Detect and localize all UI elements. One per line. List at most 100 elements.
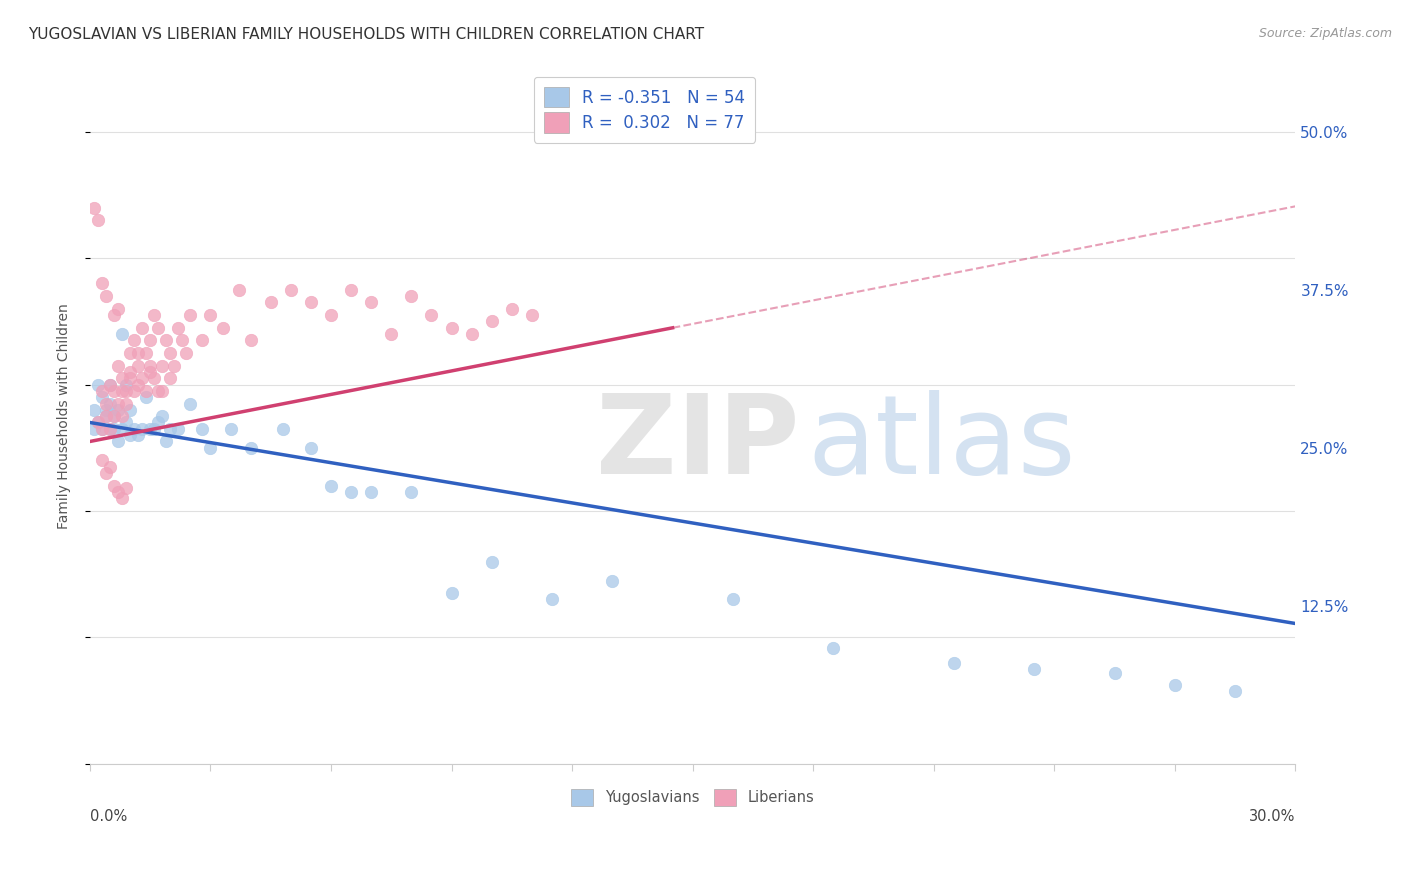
Point xyxy=(94,402,117,417)
Point xyxy=(179,308,201,322)
Point xyxy=(420,308,443,322)
Point xyxy=(1104,665,1126,680)
Point xyxy=(83,201,105,215)
Point xyxy=(139,365,162,379)
Text: YUGOSLAVIAN VS LIBERIAN FAMILY HOUSEHOLDS WITH CHILDREN CORRELATION CHART: YUGOSLAVIAN VS LIBERIAN FAMILY HOUSEHOLD… xyxy=(28,27,704,42)
Point xyxy=(440,586,463,600)
Point xyxy=(122,334,145,348)
Point xyxy=(150,384,173,398)
Point xyxy=(131,422,153,436)
Point xyxy=(340,485,363,500)
Point xyxy=(103,384,125,398)
Point xyxy=(98,422,121,436)
Point xyxy=(120,365,142,379)
Point xyxy=(155,434,177,449)
Point xyxy=(360,485,382,500)
Point xyxy=(115,416,138,430)
Point xyxy=(122,422,145,436)
Point xyxy=(150,359,173,373)
Point xyxy=(107,434,129,449)
Point xyxy=(91,384,114,398)
Point xyxy=(319,479,342,493)
Point xyxy=(127,428,149,442)
Text: 0.0%: 0.0% xyxy=(90,809,127,824)
Point xyxy=(942,656,965,670)
Point xyxy=(91,453,114,467)
Point xyxy=(91,422,114,436)
Point xyxy=(167,320,190,334)
Point xyxy=(120,346,142,360)
Point xyxy=(91,277,114,291)
Point xyxy=(191,422,214,436)
Point xyxy=(148,384,170,398)
Point xyxy=(211,320,233,334)
Point xyxy=(823,640,845,655)
Point xyxy=(87,377,110,392)
Point xyxy=(94,396,117,410)
Point xyxy=(107,396,129,410)
Point xyxy=(159,346,181,360)
Point xyxy=(501,301,523,316)
Point xyxy=(94,466,117,480)
Point xyxy=(127,346,149,360)
Point xyxy=(1164,678,1187,692)
Point xyxy=(107,359,129,373)
Point xyxy=(91,390,114,404)
Point xyxy=(87,416,110,430)
Point xyxy=(200,441,222,455)
Point xyxy=(103,308,125,322)
Point xyxy=(94,289,117,303)
Point xyxy=(541,592,564,607)
Point xyxy=(150,409,173,424)
Point xyxy=(440,320,463,334)
Point xyxy=(115,481,138,495)
Point xyxy=(176,346,198,360)
Point xyxy=(139,334,162,348)
Point xyxy=(83,402,105,417)
Point xyxy=(148,416,170,430)
Point xyxy=(143,371,166,385)
Point xyxy=(115,396,138,410)
Point xyxy=(120,402,142,417)
Point xyxy=(602,574,624,588)
Point xyxy=(135,390,157,404)
Point xyxy=(721,592,744,607)
Point xyxy=(200,308,222,322)
Point xyxy=(159,371,181,385)
Point xyxy=(271,422,294,436)
Point xyxy=(120,428,142,442)
Point xyxy=(98,396,121,410)
Point xyxy=(127,377,149,392)
Point xyxy=(191,334,214,348)
Text: ZIP: ZIP xyxy=(596,391,800,498)
Point xyxy=(135,346,157,360)
Point xyxy=(143,308,166,322)
Point xyxy=(115,384,138,398)
Point xyxy=(115,377,138,392)
Point xyxy=(87,213,110,227)
Point xyxy=(131,320,153,334)
Point xyxy=(299,441,322,455)
Point xyxy=(280,283,302,297)
Point xyxy=(179,396,201,410)
Point xyxy=(131,371,153,385)
Point xyxy=(103,479,125,493)
Point xyxy=(239,441,262,455)
Point xyxy=(111,371,134,385)
Point xyxy=(139,359,162,373)
Point xyxy=(520,308,543,322)
Point xyxy=(139,422,162,436)
Point xyxy=(103,409,125,424)
Point xyxy=(1225,683,1247,698)
Point xyxy=(111,491,134,506)
Point xyxy=(401,485,423,500)
Point xyxy=(1024,662,1046,676)
Y-axis label: Family Households with Children: Family Households with Children xyxy=(58,303,72,529)
Point xyxy=(319,308,342,322)
Point xyxy=(111,384,134,398)
Point xyxy=(135,384,157,398)
Point xyxy=(107,485,129,500)
Point xyxy=(228,283,250,297)
Point xyxy=(460,326,482,341)
Point xyxy=(172,334,194,348)
